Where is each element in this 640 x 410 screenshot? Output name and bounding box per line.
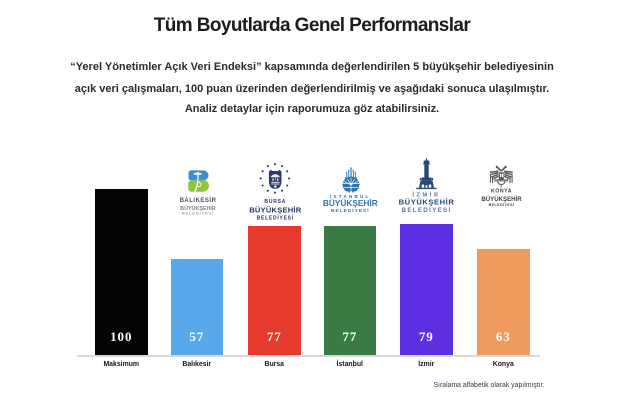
svg-text:BÜYÜKŞEHİR: BÜYÜKŞEHİR xyxy=(322,198,377,208)
svg-text:BELEDİYESİ: BELEDİYESİ xyxy=(256,215,293,222)
svg-text:İZMİR: İZMİR xyxy=(412,191,440,198)
svg-text:BÜYÜKŞEHİR: BÜYÜKŞEHİR xyxy=(398,197,454,206)
svg-text:BÜYÜKŞEHİR: BÜYÜKŞEHİR xyxy=(180,205,216,212)
svg-text:BÜYÜKŞEHİR: BÜYÜKŞEHİR xyxy=(481,196,522,203)
svg-text:BALIKESİR: BALIKESİR xyxy=(180,197,217,204)
svg-text:BELEDİYESİ: BELEDİYESİ xyxy=(182,211,214,215)
svg-text:İSTANBUL: İSTANBUL xyxy=(330,193,370,199)
svg-text:BELEDİYESİ: BELEDİYESİ xyxy=(331,207,370,214)
svg-text:BELEDİYESİ: BELEDİYESİ xyxy=(488,203,514,207)
svg-text:BELEDİYESİ: BELEDİYESİ xyxy=(401,206,451,214)
svg-text:BURSA: BURSA xyxy=(264,199,286,205)
svg-text:KONYA: KONYA xyxy=(490,189,511,195)
svg-text:BÜYÜKŞEHİR: BÜYÜKŞEHİR xyxy=(249,205,302,214)
